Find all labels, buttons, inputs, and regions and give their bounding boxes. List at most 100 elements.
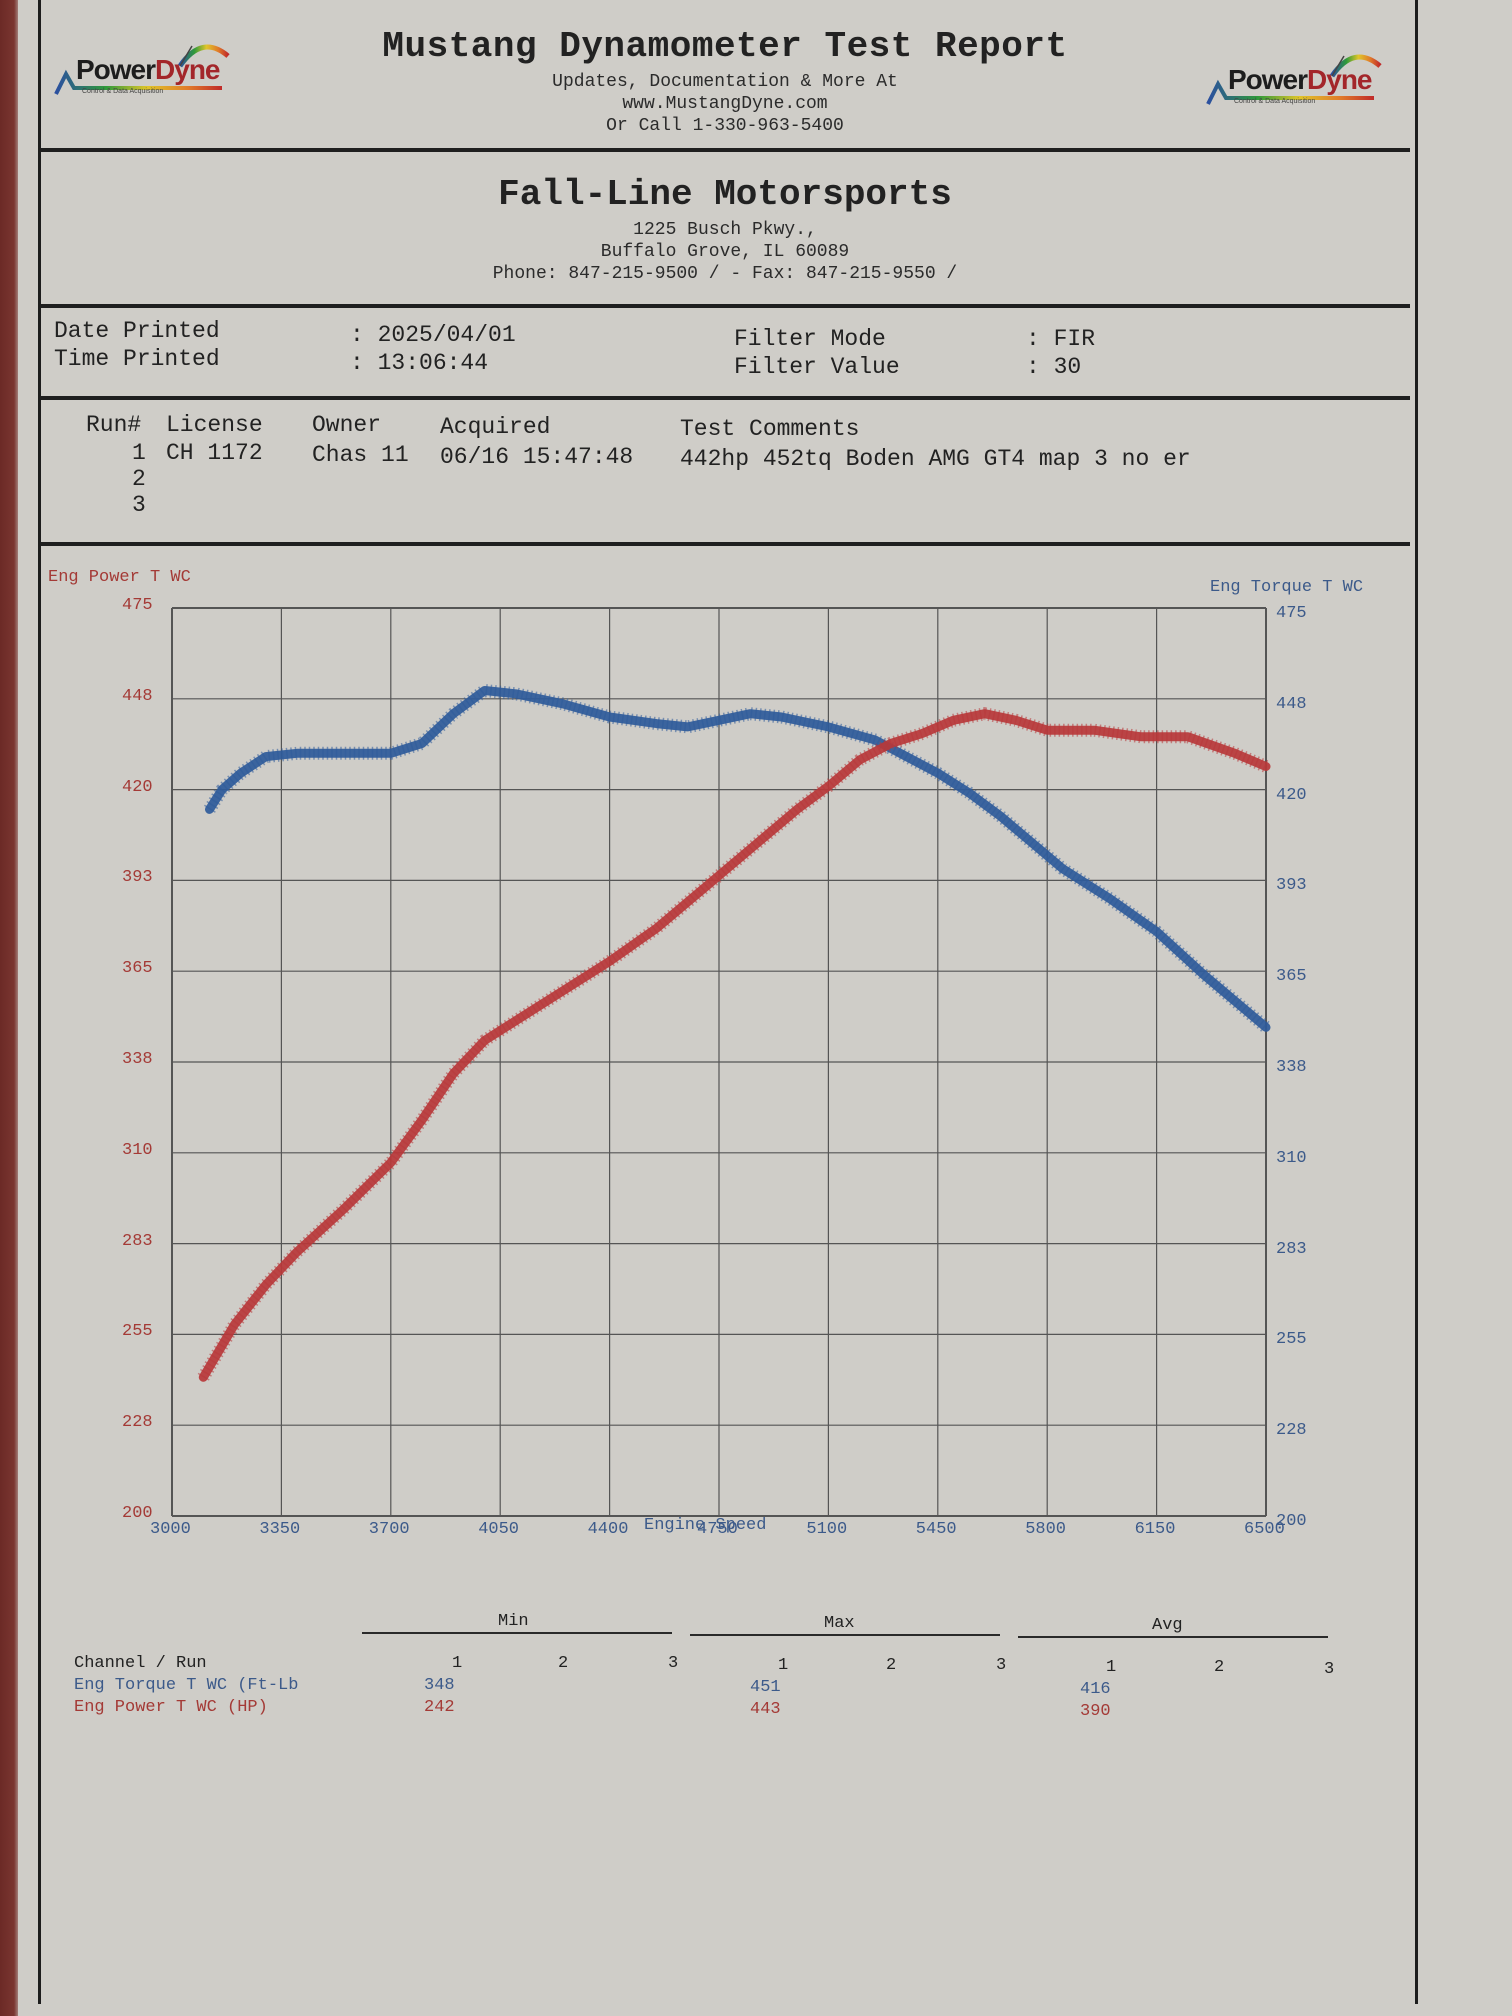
run-1-number: 1 xyxy=(132,440,146,466)
filter-mode-label: Filter Mode xyxy=(734,326,886,352)
tick-label: 5100 xyxy=(806,1520,848,1539)
print-info: Date Printed : 2025/04/01 Time Printed :… xyxy=(40,308,1410,400)
torque-min: 348 xyxy=(424,1676,455,1695)
shop-address-2: Buffalo Grove, IL 60089 xyxy=(600,242,850,262)
shop-contact: Phone: 847-215-9500 / - Fax: 847-215-955… xyxy=(492,264,958,284)
tick-label: 310 xyxy=(1276,1148,1307,1168)
tick-label: 338 xyxy=(1276,1058,1307,1077)
tick-label: 420 xyxy=(1276,785,1307,805)
stats-group-max: Max xyxy=(824,1614,855,1633)
stats-group-avg: Avg xyxy=(1152,1616,1183,1635)
header-line-3: Or Call 1-330-963-5400 xyxy=(606,116,844,136)
tick-label: 200 xyxy=(1276,1512,1307,1531)
stats-table: Min Max Avg Channel / Run 1 2 3 1 2 3 1 … xyxy=(40,1600,1410,1800)
torque-avg: 416 xyxy=(1080,1680,1111,1699)
powerdyne-logo-right: PowerDyne Control & Data Acquisition xyxy=(1204,42,1404,112)
date-printed-label: Date Printed xyxy=(54,318,220,344)
time-printed-label: Time Printed xyxy=(54,346,220,372)
tick-label: 475 xyxy=(1276,604,1307,623)
col-license: License xyxy=(166,412,263,438)
run-3-number: 3 xyxy=(132,492,146,518)
tick-label: 6150 xyxy=(1134,1520,1176,1539)
right-axis-title: Eng Torque T WC xyxy=(1210,578,1364,597)
shop-info: Fall-Line Motorsports 1225 Busch Pkwy., … xyxy=(40,152,1410,308)
col-test-comments: Test Comments xyxy=(680,416,860,442)
dyno-chart: Eng Power T WC Eng Torque T WC 475 448 420… xyxy=(40,546,1410,1546)
col-acquired: Acquired xyxy=(440,414,551,440)
run-1-acquired: 06/16 15:47:48 xyxy=(440,444,634,470)
max-run-1: 1 xyxy=(778,1656,789,1675)
powerdyne-logo-left: PowerDyne Control & Data Acquisition xyxy=(52,32,252,102)
tick-label: 3350 xyxy=(259,1520,301,1539)
stats-runs-header: Channel / Run xyxy=(74,1654,207,1673)
left-axis-title: Eng Power T WC xyxy=(48,568,191,587)
tick-label: 393 xyxy=(122,868,153,888)
min-run-3: 3 xyxy=(668,1654,679,1673)
tick-label: 448 xyxy=(122,686,153,706)
tick-label: 4050 xyxy=(478,1520,519,1539)
tick-label: 475 xyxy=(122,596,153,615)
tick-label: 228 xyxy=(122,1413,153,1433)
power-max: 443 xyxy=(750,1700,781,1719)
run-1-comments: 442hp 452tq Boden AMG GT4 map 3 no er xyxy=(680,446,1191,472)
filter-value-label: Filter Value xyxy=(734,354,900,380)
max-run-3: 3 xyxy=(996,1656,1007,1675)
tick-label: 3000 xyxy=(150,1520,191,1539)
min-rule xyxy=(362,1632,672,1634)
torque-max: 451 xyxy=(750,1678,781,1697)
tick-label: 200 xyxy=(122,1504,153,1523)
tick-label: 393 xyxy=(1276,876,1307,896)
shop-address-1: 1225 Busch Pkwy., xyxy=(633,220,817,240)
max-run-2: 2 xyxy=(886,1656,897,1675)
report-title: Mustang Dynamometer Test Report xyxy=(382,26,1068,67)
report-paper xyxy=(18,0,1512,2016)
stats-group-min: Min xyxy=(498,1612,529,1631)
tick-label: 5800 xyxy=(1025,1520,1066,1539)
header-line-2: www.MustangDyne.com xyxy=(622,94,828,114)
tick-label: 4750 xyxy=(697,1520,738,1539)
run-1-license: CH 1172 xyxy=(166,440,263,466)
tick-label: 283 xyxy=(1276,1239,1307,1259)
avg-run-2: 2 xyxy=(1214,1658,1225,1677)
max-rule xyxy=(690,1634,1000,1636)
logo-arc-icon xyxy=(54,44,230,95)
tick-label: 4400 xyxy=(587,1520,629,1539)
run-1-owner: Chas 11 xyxy=(312,442,409,468)
shop-name: Fall-Line Motorsports xyxy=(498,174,952,215)
power-min: 242 xyxy=(424,1698,455,1717)
col-owner: Owner xyxy=(312,412,382,438)
logo-arc-icon xyxy=(1206,54,1382,105)
tick-label: 365 xyxy=(1276,967,1307,987)
tick-label: 255 xyxy=(122,1322,153,1342)
min-run-1: 1 xyxy=(452,1654,463,1673)
tick-label: 448 xyxy=(1276,694,1307,714)
chart-plot xyxy=(171,607,1271,1517)
tick-label: 338 xyxy=(122,1050,153,1069)
tick-label: 5450 xyxy=(915,1520,957,1539)
avg-run-1: 1 xyxy=(1106,1658,1117,1677)
avg-rule xyxy=(1018,1636,1328,1638)
tick-label: 255 xyxy=(1276,1330,1307,1350)
tick-label: 420 xyxy=(122,777,153,797)
filter-value-value: : 30 xyxy=(1026,354,1082,380)
x-axis-title: Engine Speed xyxy=(644,1516,767,1535)
min-run-2: 2 xyxy=(558,1654,569,1673)
torque-channel: Eng Torque T WC (Ft-Lb xyxy=(74,1676,299,1695)
header-line-1: Updates, Documentation & More At xyxy=(552,72,898,92)
filter-mode-value: : FIR xyxy=(1026,326,1096,352)
runs-table: Run# License Owner Acquired Test Comment… xyxy=(40,400,1410,546)
report-frame xyxy=(38,0,1418,2004)
tick-label: 6500 xyxy=(1244,1520,1285,1539)
report-header: PowerDyne Control & Data Acquisition Mus… xyxy=(40,0,1410,152)
avg-run-3: 3 xyxy=(1324,1660,1335,1679)
tick-label: 283 xyxy=(122,1231,153,1251)
col-run: Run# xyxy=(86,412,142,438)
tick-label: 3700 xyxy=(368,1520,410,1539)
tick-label: 228 xyxy=(1276,1421,1307,1441)
power-channel: Eng Power T WC (HP) xyxy=(74,1698,268,1717)
date-printed-value: : 2025/04/01 xyxy=(350,322,516,348)
tick-label: 310 xyxy=(122,1140,153,1160)
power-avg: 390 xyxy=(1080,1702,1111,1721)
tick-label: 365 xyxy=(122,959,153,979)
time-printed-value: : 13:06:44 xyxy=(350,350,489,376)
